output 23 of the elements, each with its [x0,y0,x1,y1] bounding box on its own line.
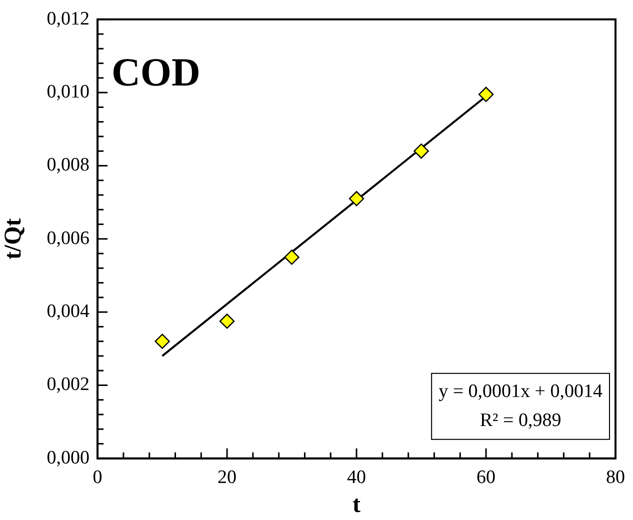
y-tick-label: 0,010 [46,82,90,103]
y-tick-label: 0,002 [46,374,90,396]
y-tick-label: 0,000 [46,447,90,468]
y-tick-label: 0,008 [46,154,90,176]
x-tick-label: 80 [606,466,625,488]
x-tick-label: 60 [476,466,496,488]
y-tick-label: 0,006 [46,228,90,249]
point [348,191,364,206]
x-tick-label: 20 [218,466,237,488]
y-axis-title: t/Qt [0,218,27,260]
point [478,86,494,102]
x-tick-label: 40 [347,466,366,488]
point [219,314,235,329]
x-tick-label: 0 [92,466,102,488]
y-tick-label: 0,004 [46,301,90,322]
point [154,334,170,349]
point [284,250,300,265]
point [414,144,429,159]
y-tick-label: 0,012 [46,8,90,30]
annotation: y = 0,0001x + 0,0014 [438,380,603,402]
x-axis-title: t [352,492,361,518]
annotation: R² = 0,989 [480,410,562,431]
text: COD [112,50,200,95]
